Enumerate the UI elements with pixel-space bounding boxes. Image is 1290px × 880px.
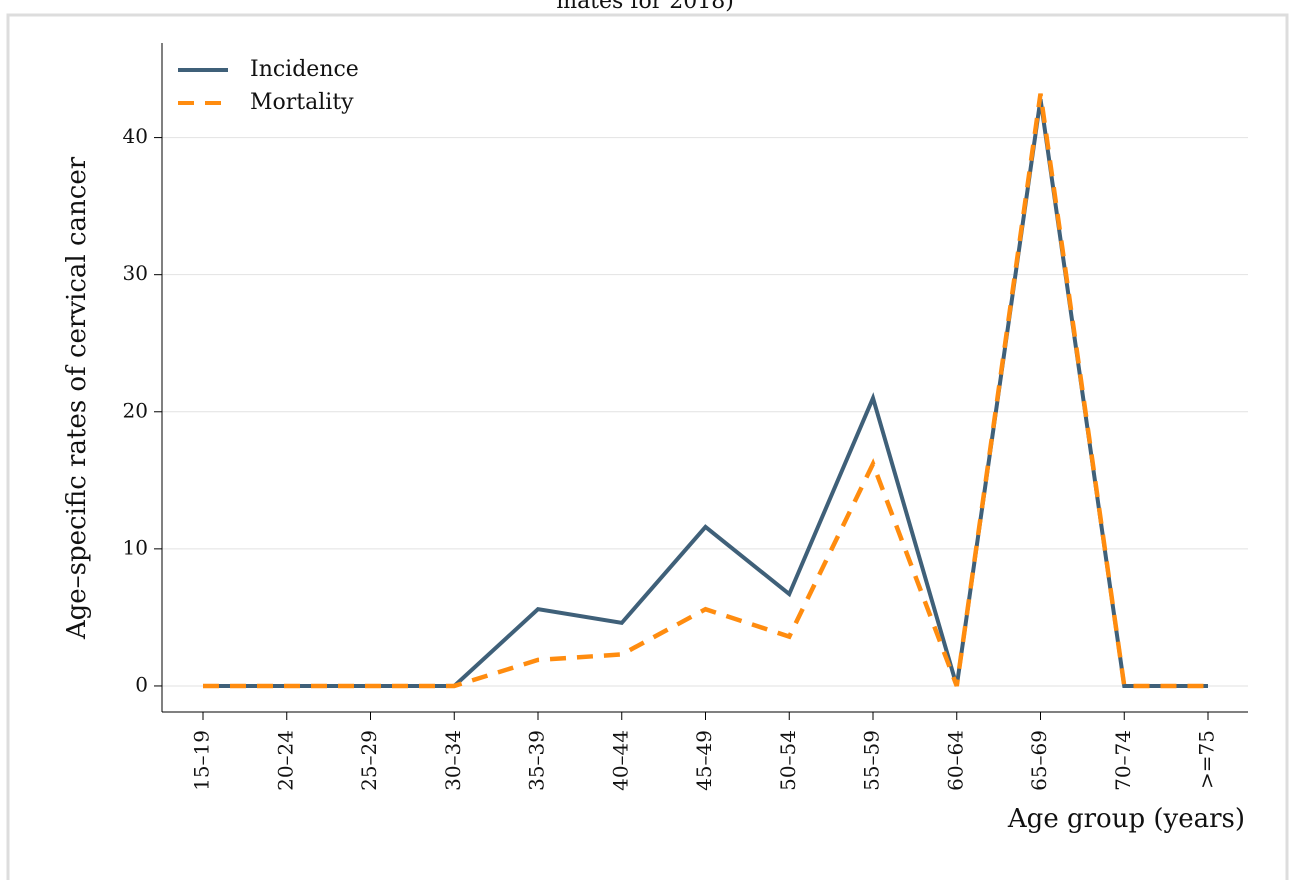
y-tick-label: 0: [135, 672, 148, 696]
x-tick-label: 60–64: [943, 730, 967, 791]
y-tick-label: 40: [123, 124, 148, 148]
x-tick-label: 65–69: [1027, 730, 1051, 791]
x-tick-label: 45–49: [692, 730, 716, 791]
x-tick-label: 55–59: [860, 730, 884, 791]
series-line: [203, 93, 1208, 689]
x-tick-label: 20–24: [273, 730, 297, 791]
y-axis-label: Age–specific rates of cervical cancer: [62, 156, 92, 640]
y-tick-label: 10: [123, 535, 148, 559]
x-tick-label: 70–74: [1111, 730, 1135, 791]
y-tick-label: 30: [123, 261, 148, 285]
y-tick-label: 20: [123, 398, 148, 422]
x-tick-label: 15–19: [190, 730, 214, 791]
x-tick-label: 40–44: [608, 730, 632, 791]
x-tick-label: >=75: [1195, 730, 1219, 789]
x-tick-label: 25–29: [357, 730, 381, 791]
x-tick-label: 30–34: [441, 730, 465, 791]
legend-label: Mortality: [250, 90, 354, 115]
legend-label: Incidence: [250, 57, 359, 82]
chart-title: mates for 2018): [556, 0, 734, 14]
series-line: [203, 98, 1208, 688]
x-tick-label: 35–39: [525, 730, 549, 791]
x-axis-label: Age group (years): [1007, 804, 1245, 834]
frame: [6, 13, 1289, 880]
x-tick-label: 50–54: [776, 730, 800, 791]
